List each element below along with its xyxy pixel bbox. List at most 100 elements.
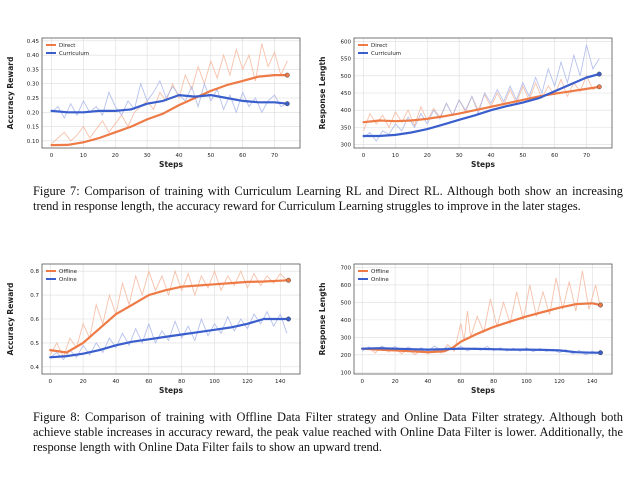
chart-1-x-tick-label: 30 [456, 153, 463, 159]
chart-2-legend-label-offline: Offline [59, 269, 78, 275]
chart-3-y-axis-label: Response Length [318, 283, 327, 356]
chart-1-x-tick-label: 10 [392, 153, 399, 159]
chart-3-legend: Offline Online [358, 269, 390, 283]
chart-3-y-tick-label: 700 [341, 265, 352, 271]
chart-2-series-group [49, 269, 291, 361]
chart-1-legend: Direct Curriculum [358, 43, 401, 57]
chart-3-offline-end-marker [598, 302, 603, 308]
chart-1-y-tick-label: 350 [341, 125, 352, 131]
chart-1-direct-end-marker [596, 84, 602, 90]
chart-2-x-tick-label: 0 [48, 379, 52, 385]
chart-2-x-tick-label: 60 [145, 379, 152, 385]
chart-3-x-tick-label: 80 [490, 379, 497, 385]
chart-3-offline-raw-line [362, 270, 601, 356]
chart-0-plot-frame [41, 37, 301, 149]
chart-2-legend: Offline Online [46, 269, 78, 283]
figure-8-accuracy-reward-plot: 0 20 40 60 80 100 120 140 0.4 0.5 0.6 0.7 0.8 Steps Ac… [6, 263, 301, 395]
chart-0-x-tick-label: 30 [144, 153, 151, 159]
chart-1-curriculum-end-marker [596, 71, 602, 77]
figure-7-response-length-plot: 0 10 20 30 40 50 60 70 300 350 400 450 500 550 600 Step… [318, 37, 613, 169]
chart-3-plot-frame [353, 263, 613, 375]
chart-2-online-raw-line [49, 310, 288, 361]
chart-2-online-end-marker [286, 316, 291, 322]
chart-3-y-tick-label: 400 [341, 318, 352, 324]
chart-1-x-tick-label: 50 [519, 153, 526, 159]
chart-0-legend-label-direct: Direct [59, 43, 76, 49]
chart-1-y-tick-label: 600 [341, 39, 352, 45]
chart-3-x-tick-label: 120 [554, 379, 565, 385]
chart-0-legend-label-curriculum: Curriculum [59, 51, 89, 57]
figure-7-length-chart: 0 10 20 30 40 50 60 70 300 350 400 450 500 550 600 Step… [312, 30, 622, 170]
chart-2-y-axis-label: Accuracy Reward [6, 283, 15, 356]
chart-0-x-tick-label: 20 [112, 153, 119, 159]
chart-0-y-tick-label: 0.35 [27, 67, 40, 73]
chart-0-direct-raw-line [51, 43, 288, 145]
chart-1-plot-frame [353, 37, 613, 149]
chart-2-offline-smooth-line [49, 279, 290, 354]
chart-2-y-tick-label: 0.4 [30, 365, 39, 371]
chart-3-x-tick-label: 0 [360, 379, 364, 385]
chart-1-curriculum-smooth-line [362, 72, 601, 138]
chart-1-direct-smooth-line [362, 85, 601, 124]
chart-0-y-tick-label: 0.20 [27, 110, 40, 116]
chart-2-offline-end-marker [286, 277, 291, 283]
chart-2-x-tick-label: 100 [209, 379, 220, 385]
figure-7-accuracy-chart: 0 10 20 30 40 50 60 70 0.10 0.15 0.20 0.25 0.30 0.35 0… [0, 30, 310, 170]
chart-1-y-tick-label: 500 [341, 74, 352, 80]
chart-3-legend-label-online: Online [371, 277, 389, 283]
chart-3-series-group [361, 270, 603, 356]
chart-0-y-axis-label: Accuracy Reward [6, 57, 15, 130]
chart-3-online-smooth-line [361, 347, 602, 354]
chart-0-legend: Direct Curriculum [46, 43, 89, 57]
chart-3-x-tick-label: 20 [392, 379, 399, 385]
chart-0-x-tick-label: 40 [175, 153, 182, 159]
chart-2-y-tick-label: 0.5 [30, 341, 39, 347]
chart-2-x-tick-label: 80 [178, 379, 185, 385]
chart-1-x-tick-label: 0 [362, 153, 366, 159]
chart-3-x-tick-label: 40 [424, 379, 431, 385]
chart-2-x-tick-label: 140 [275, 379, 286, 385]
chart-0-y-tick-label: 0.30 [27, 82, 40, 88]
chart-0-y-tick-label: 0.25 [27, 96, 40, 102]
chart-1-x-axis-label: Steps [471, 160, 495, 169]
chart-1-y-tick-label: 550 [341, 57, 352, 63]
chart-2-y-tick-label: 0.6 [30, 317, 39, 323]
chart-1-y-tick-label: 450 [341, 91, 352, 97]
chart-1-y-axis-label: Response Length [318, 57, 327, 130]
chart-3-x-tick-label: 140 [587, 379, 598, 385]
chart-1-x-tick-label: 40 [487, 153, 494, 159]
chart-2-plot-frame [41, 263, 301, 375]
chart-1-y-tick-label: 300 [341, 143, 352, 149]
chart-3-y-tick-label: 100 [341, 370, 352, 376]
chart-3-x-axis-label: Steps [471, 386, 495, 395]
chart-0-direct-smooth-line [50, 73, 289, 147]
chart-1-x-tick-label: 60 [551, 153, 558, 159]
chart-0-series-group [50, 43, 290, 147]
chart-2-x-tick-label: 20 [80, 379, 87, 385]
figure-8-response-length-plot: 0 20 40 60 80 100 120 140 100 200 300 400 500 600 700 S… [318, 263, 613, 395]
chart-1-y-tick-label: 400 [341, 108, 352, 114]
chart-0-y-tick-label: 0.15 [27, 125, 40, 131]
chart-2-x-axis-label: Steps [159, 386, 183, 395]
chart-0-y-tick-label: 0.40 [27, 53, 40, 59]
chart-1-x-tick-label: 70 [583, 153, 590, 159]
chart-3-x-tick-label: 100 [521, 379, 532, 385]
chart-2-x-tick-label: 40 [112, 379, 119, 385]
chart-0-x-tick-label: 70 [271, 153, 278, 159]
chart-3-legend-label-offline: Offline [371, 269, 390, 275]
chart-0-direct-end-marker [284, 72, 290, 78]
chart-0-x-tick-label: 10 [80, 153, 87, 159]
chart-0-x-tick-label: 60 [239, 153, 246, 159]
chart-1-legend-label-curriculum: Curriculum [371, 51, 401, 57]
chart-2-y-tick-label: 0.7 [30, 293, 39, 299]
chart-1-curriculum-raw-line [363, 44, 600, 142]
chart-0-y-tick-label: 0.10 [27, 139, 40, 145]
figure-7-caption: Figure 7: Comparison of training with Cu… [33, 184, 623, 213]
figure-8-caption: Figure 8: Comparison of training with Of… [33, 410, 623, 454]
chart-0-y-tick-label: 0.45 [27, 39, 40, 45]
chart-3-offline-smooth-line [361, 302, 602, 354]
chart-0-x-tick-label: 0 [50, 153, 54, 159]
chart-2-offline-raw-line [49, 269, 288, 359]
chart-2-legend-label-online: Online [59, 277, 77, 283]
figure-8-accuracy-chart: 0 20 40 60 80 100 120 140 0.4 0.5 0.6 0.7 0.8 Steps Ac… [0, 256, 310, 396]
